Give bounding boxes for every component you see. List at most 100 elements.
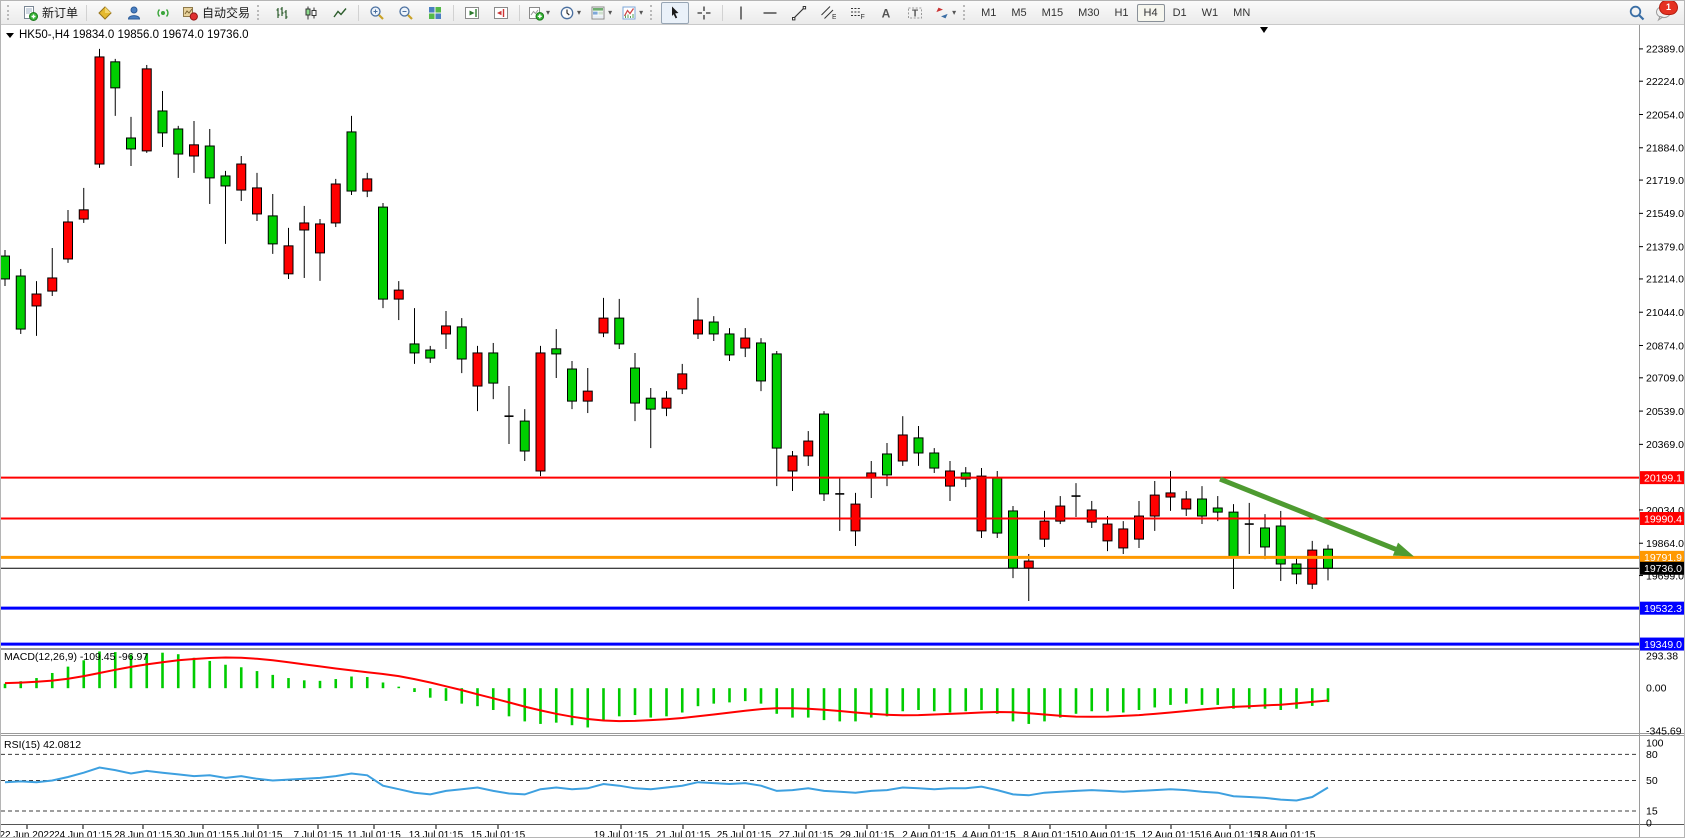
toolbar-grip[interactable]: [7, 5, 13, 20]
signals-button[interactable]: [149, 2, 177, 24]
vertical-line-button[interactable]: [727, 2, 755, 24]
line-chart-button[interactable]: [326, 2, 354, 24]
new-order-button[interactable]: 新订单: [18, 2, 82, 24]
zoom-in-button[interactable]: [363, 2, 391, 24]
trend-arrow[interactable]: [1219, 476, 1414, 557]
bar-chart-icon: [276, 6, 288, 19]
svg-text:293.38: 293.38: [1646, 651, 1678, 663]
toolbar-grip[interactable]: [257, 5, 263, 20]
tab-timeframe-d1[interactable]: D1: [1172, 6, 1187, 19]
candles-layer[interactable]: [1, 48, 1333, 601]
search-icon[interactable]: [1628, 4, 1646, 22]
svg-text:100: 100: [1646, 738, 1664, 750]
svg-text:7 Jul 01:15: 7 Jul 01:15: [294, 830, 343, 838]
separator: [453, 4, 455, 21]
chevron-down-icon: ▾: [546, 8, 551, 17]
community-button[interactable]: [120, 2, 148, 24]
separator: [358, 4, 360, 21]
new-order-label: 新订单: [42, 6, 79, 20]
period-button[interactable]: ▾: [555, 2, 585, 24]
separator: [722, 4, 724, 21]
new-chart-icon: [529, 6, 545, 21]
chevron-down-icon: ▾: [952, 8, 957, 17]
toolbar-grip[interactable]: [650, 5, 656, 20]
equidistant-channel-button[interactable]: E: [814, 2, 842, 24]
svg-text:21044.0: 21044.0: [1646, 307, 1684, 319]
svg-text:50: 50: [1646, 775, 1658, 787]
svg-text:24 Jun 01:15: 24 Jun 01:15: [54, 830, 112, 838]
macd-label: MACD(12,26,9) -109.45 -96.97: [4, 651, 148, 663]
one-click-trading-toggle[interactable]: [6, 33, 14, 38]
tab-timeframe-mn[interactable]: MN: [1233, 6, 1251, 19]
svg-text:2 Aug 01:15: 2 Aug 01:15: [902, 830, 956, 838]
fibonacci-button[interactable]: F: [843, 2, 871, 24]
time-axis[interactable]: 22 Jun 2022 24 Jun 01:15 28 Jun 01:15 30 Ju…: [1, 825, 1316, 838]
tile-windows-button[interactable]: [421, 2, 449, 24]
tab-timeframe-m1[interactable]: M1: [981, 6, 997, 19]
svg-text:19349.0: 19349.0: [1644, 639, 1682, 651]
metaeditor-button[interactable]: [91, 2, 119, 24]
svg-text:15 Jul 01:15: 15 Jul 01:15: [471, 830, 526, 838]
new-order-icon: [24, 5, 38, 21]
auto-scroll-icon: [465, 6, 480, 19]
notifications-button[interactable]: 1: [1654, 1, 1678, 23]
chart-shift-icon: [494, 6, 509, 19]
svg-text:27 Jul 01:15: 27 Jul 01:15: [779, 830, 834, 838]
chart-title: HK50-,H4 19834.0 19856.0 19674.0 19736.0: [6, 29, 249, 41]
text-button[interactable]: A: [872, 2, 900, 24]
user-icon: [128, 6, 141, 19]
svg-text:12 Aug 01:15: 12 Aug 01:15: [1142, 830, 1201, 838]
chart-canvas[interactable]: HK50-,H4 19834.0 19856.0 19674.0 19736.0…: [1, 25, 1685, 838]
svg-text:25 Jul 01:15: 25 Jul 01:15: [717, 830, 772, 838]
tab-timeframe-m15[interactable]: M15: [1041, 6, 1064, 19]
svg-text:22389.0: 22389.0: [1646, 44, 1684, 56]
arrows-icon: [936, 7, 948, 18]
svg-text:-345.69: -345.69: [1646, 726, 1682, 738]
svg-text:21719.0: 21719.0: [1646, 175, 1684, 187]
price-axis[interactable]: 22389.0 22224.0 22054.0 21884.0 21719.0 21549…: [1639, 44, 1685, 830]
svg-text:0.00: 0.00: [1646, 683, 1667, 695]
zoom-out-icon: [399, 5, 413, 20]
fibonacci-icon: F: [851, 7, 865, 21]
text-label-icon: T: [908, 7, 923, 19]
svg-text:21379.0: 21379.0: [1646, 241, 1684, 253]
rsi-label: RSI(15) 42.0812: [4, 739, 81, 751]
svg-text:15: 15: [1646, 805, 1658, 817]
autotrading-button[interactable]: 自动交易: [178, 2, 254, 24]
chart-window[interactable]: HK50-,H4 19834.0 19856.0 19674.0 19736.0…: [1, 25, 1685, 838]
cursor-button[interactable]: [661, 1, 690, 24]
symbol-ohlc-label: HK50-,H4 19834.0 19856.0 19674.0 19736.0: [19, 29, 249, 41]
chart-shift-marker[interactable]: [1260, 27, 1268, 33]
crosshair-button[interactable]: [690, 2, 718, 24]
bar-chart-button[interactable]: [268, 2, 296, 24]
level-lines-layer[interactable]: [1, 476, 1639, 646]
svg-text:13 Jul 01:15: 13 Jul 01:15: [409, 830, 464, 838]
tab-timeframe-m30[interactable]: M30: [1078, 6, 1100, 19]
trendline-button[interactable]: [785, 2, 813, 24]
toolbar-right: 1: [1628, 1, 1680, 23]
svg-text:A: A: [882, 6, 891, 20]
toolbar: 新订单 自动交易: [1, 1, 1684, 25]
template-button[interactable]: ▾: [586, 2, 616, 24]
horizontal-line-button[interactable]: [756, 2, 784, 24]
cursor-icon: [672, 6, 679, 18]
chart-shift-button[interactable]: [487, 2, 515, 24]
svg-text:10 Aug 01:15: 10 Aug 01:15: [1077, 830, 1136, 838]
tab-timeframe-w1[interactable]: W1: [1201, 6, 1219, 19]
macd-pane[interactable]: MACD(12,26,9) -109.45 -96.97: [3, 651, 1330, 728]
rsi-pane[interactable]: RSI(15) 42.0812: [1, 739, 1639, 812]
auto-scroll-button[interactable]: [458, 2, 486, 24]
text-label-button[interactable]: T: [901, 2, 929, 24]
new-chart-button[interactable]: ▾: [524, 2, 554, 24]
toolbar-grip[interactable]: [963, 5, 969, 20]
candlestick-button[interactable]: [297, 2, 325, 24]
equidistant-channel-icon: E: [821, 5, 836, 21]
tab-timeframe-m5[interactable]: M5: [1011, 6, 1027, 19]
zoom-out-button[interactable]: [392, 2, 420, 24]
tab-timeframe-h4[interactable]: H4: [1136, 3, 1165, 22]
indicators-button[interactable]: ▾: [617, 2, 647, 24]
arrows-button[interactable]: ▾: [930, 2, 960, 24]
tab-timeframe-h1[interactable]: H1: [1114, 6, 1129, 19]
svg-text:20539.0: 20539.0: [1646, 406, 1684, 418]
